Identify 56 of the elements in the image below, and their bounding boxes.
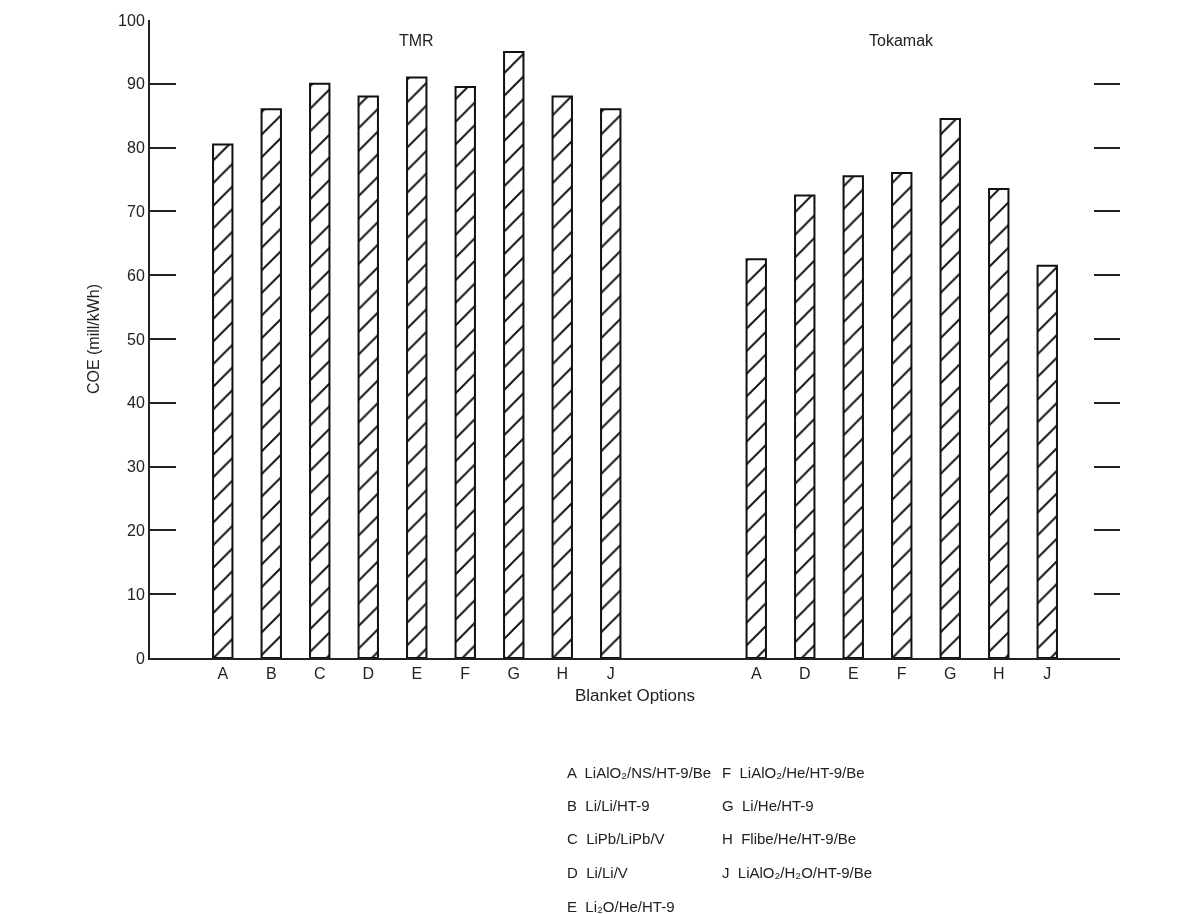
bar [406, 76, 428, 658]
text: B Li/Li/HT-9 [567, 797, 650, 814]
text: H Flibe/He/HT-9/Be [722, 830, 857, 847]
x-tick-label: H [992, 665, 1005, 683]
y-tick-label: 70 [127, 203, 145, 220]
y-tick-label: 0 [135, 649, 145, 667]
bar [600, 108, 622, 658]
text: C LiPb/LiPb/V [567, 830, 665, 847]
x-tick-label: E [847, 665, 859, 683]
bar [1036, 264, 1058, 658]
bar [842, 175, 864, 658]
text: D Li/Li/V [567, 864, 628, 881]
x-axis-title: Blanket Options [574, 686, 696, 706]
x-tick-label: A [750, 665, 762, 683]
x-tick-label: G [944, 665, 957, 683]
annotation: Tokamak [869, 32, 935, 49]
text: G Li/He/HT-9 [722, 797, 814, 814]
bar [794, 194, 816, 658]
bar [357, 95, 379, 658]
bar [745, 258, 767, 658]
bar [988, 188, 1010, 658]
x-tick-label: J [1043, 665, 1052, 683]
y-tick-label: 20 [127, 522, 145, 539]
bar [551, 95, 573, 658]
x-tick-label: D [798, 665, 811, 683]
x-tick-label: J [606, 665, 615, 683]
y-tick-label: 90 [127, 75, 145, 93]
x-tick-label: H [556, 665, 569, 683]
bar [891, 172, 913, 658]
x-tick-label: D [362, 665, 375, 683]
y-tick-label: 80 [127, 139, 145, 157]
y-tick-label: 30 [127, 458, 145, 476]
y-tick-label: 60 [127, 266, 145, 284]
text: A LiAlO₂/NS/HT-9/Be [567, 764, 712, 781]
bar [503, 50, 525, 658]
text: F LiAlO₂/He/HT-9/Be [722, 764, 865, 781]
bar [212, 143, 234, 658]
y-tick-label: 40 [127, 394, 145, 412]
text: E Li₂O/He/HT-9 [567, 898, 675, 914]
x-tick-label: C [313, 665, 326, 683]
bar [454, 85, 476, 658]
y-tick-label: 10 [127, 585, 145, 603]
bar [939, 117, 961, 658]
bar [260, 108, 282, 658]
x-tick-label: E [411, 665, 423, 683]
x-tick-label: F [460, 665, 471, 683]
y-tick-label: 50 [127, 330, 145, 348]
bar [309, 82, 331, 658]
x-tick-label: A [217, 665, 229, 683]
x-tick-label: B [265, 665, 277, 683]
y-axis-title: COE (mill/kWh) [85, 283, 103, 395]
annotation: TMR [399, 32, 434, 49]
x-tick-label: F [896, 665, 907, 683]
text: J LiAlO₂/H₂O/HT-9/Be [722, 864, 873, 881]
y-tick-label: 100 [118, 11, 145, 29]
x-tick-label: G [507, 665, 520, 683]
